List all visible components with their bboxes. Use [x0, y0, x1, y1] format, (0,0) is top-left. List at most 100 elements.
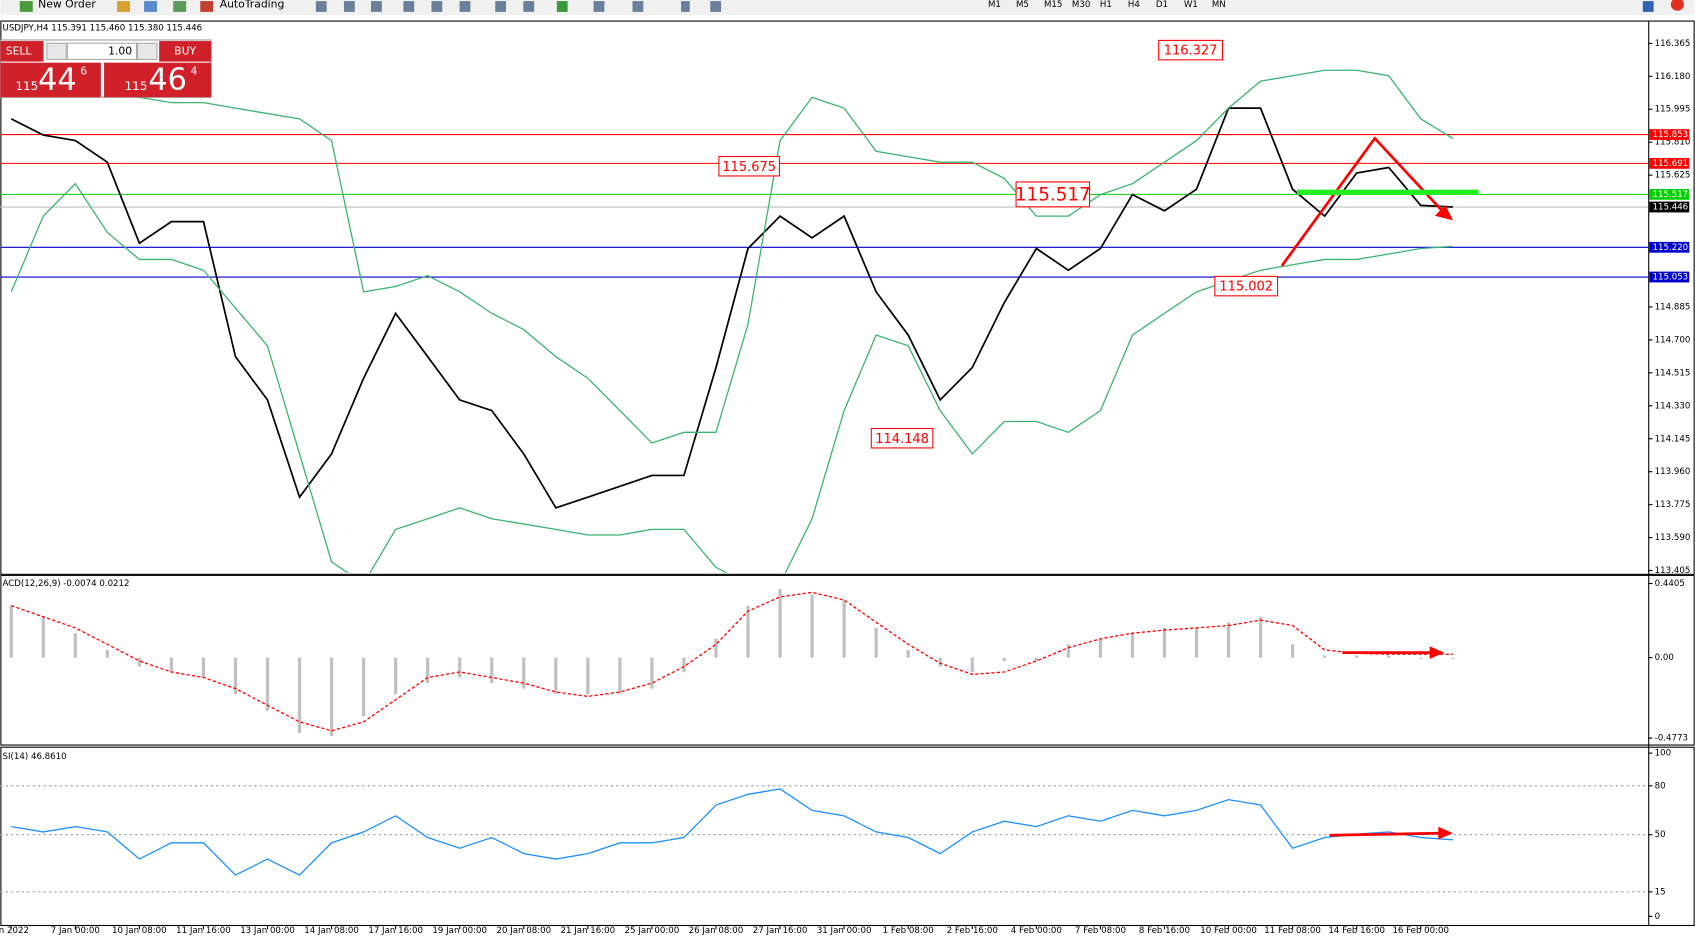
series-line [11, 64, 1454, 444]
histogram-bar [906, 649, 910, 658]
toolbar-icon[interactable] [593, 1, 605, 12]
sell-button[interactable] [0, 41, 44, 62]
price-label-box [870, 427, 934, 449]
toolbar-icon[interactable] [144, 1, 158, 12]
histogram-bar [233, 657, 238, 695]
x-tick-label: 20 Jan 08:00 [496, 926, 551, 936]
timeframe-button[interactable]: M30 [1072, 0, 1090, 10]
x-tick-label: 25 Jan 00:00 [625, 926, 680, 936]
histogram-bar [426, 657, 430, 684]
macd-plot [9, 589, 1455, 737]
rsi-plot [0, 785, 1649, 893]
price-label-box [1015, 181, 1091, 208]
sell-label[interactable]: SELL [6, 44, 32, 57]
autotrading-button[interactable]: AutoTrading [220, 0, 285, 10]
x-tick-label: 14 Jan 08:00 [304, 926, 359, 936]
y-tick-label: 15 [1655, 887, 1666, 897]
toolbar-icon[interactable] [315, 1, 327, 12]
y-tick-label: 0 [1655, 912, 1661, 922]
timeframe-button[interactable]: W1 [1184, 0, 1198, 10]
search-icon[interactable] [1642, 1, 1654, 12]
toolbar-icon[interactable] [431, 1, 443, 12]
histogram-bar [682, 657, 686, 672]
lot-value[interactable]: 1.00 [108, 44, 132, 57]
toolbar-icon[interactable] [459, 1, 471, 12]
timeframe-button[interactable]: M5 [1016, 0, 1029, 10]
lot-field[interactable] [66, 42, 138, 60]
y-tick-label: 115.625 [1655, 171, 1691, 181]
price-tag-label: 115.517 [1653, 190, 1689, 200]
x-tick-label: 31 Jan 00:00 [817, 926, 872, 936]
ask-price-box[interactable] [104, 62, 212, 98]
y-tick-label: 50 [1655, 830, 1666, 840]
timeframe-button[interactable]: M1 [988, 0, 1001, 10]
bid-pips: 44 [38, 63, 77, 98]
x-tick-label: 26 Jan 08:00 [689, 926, 744, 936]
bid-price-box[interactable] [0, 62, 101, 98]
lot-down[interactable] [46, 42, 67, 60]
y-tick-label: -0.4773 [1655, 734, 1688, 744]
x-tick-label: 21 Jan 16:00 [561, 926, 616, 936]
y-tick-label: 115.995 [1655, 105, 1691, 115]
x-tick-label: 10 Feb 00:00 [1200, 926, 1257, 936]
trend-arrow [1280, 136, 1448, 267]
y-tick-label: 115.810 [1655, 138, 1691, 148]
series-line [10, 182, 1453, 573]
timeframe-button[interactable]: D1 [1156, 0, 1168, 10]
new-order-icon[interactable] [19, 1, 33, 12]
timeframe-button[interactable]: H1 [1100, 0, 1112, 10]
toolbar-icon[interactable] [556, 1, 568, 12]
toolbar-icon[interactable] [370, 1, 382, 12]
histogram-bar [1226, 622, 1231, 658]
histogram-bar [618, 657, 622, 695]
timeframe-button[interactable]: M15 [1044, 0, 1062, 10]
y-tick-label: 114.330 [1655, 401, 1691, 411]
price-label-box [718, 155, 780, 177]
y-tick-label: 114.145 [1655, 434, 1691, 444]
histogram-bar [778, 589, 782, 658]
rsi-arrow [1329, 831, 1444, 837]
histogram-bar [105, 649, 109, 658]
buy-button[interactable] [159, 41, 212, 62]
price-tag [1649, 241, 1690, 253]
y-tick-label: 114.700 [1655, 335, 1691, 345]
x-tick-label: 7 Jan 00:00 [51, 926, 100, 936]
toolbar-icon[interactable] [681, 1, 690, 12]
toolbar-icon[interactable] [632, 1, 644, 12]
histogram-bar [73, 633, 77, 658]
x-tick-label: 10 Jan 08:00 [112, 926, 167, 936]
toolbar-icon[interactable] [523, 1, 535, 12]
toolbar-icon[interactable] [343, 1, 355, 12]
price-tag [1649, 129, 1690, 140]
toolbar-icon[interactable] [403, 1, 415, 12]
y-tick-label: 100 [1655, 749, 1671, 759]
y-tick-label: 0.4405 [1655, 579, 1685, 589]
histogram-bar [970, 657, 974, 672]
lot-up[interactable] [137, 42, 158, 60]
histogram-bar [842, 600, 846, 658]
toolbar-icon[interactable] [117, 1, 131, 12]
price-tag-label: 115.691 [1653, 159, 1689, 169]
timeframe-button[interactable]: H4 [1128, 0, 1140, 10]
histogram-bar [394, 657, 398, 695]
indicator-title: SI(14) 46.8610 [3, 752, 67, 762]
new-order-button[interactable]: New Order [38, 0, 96, 10]
toolbar-icon[interactable] [173, 1, 187, 12]
histogram-bar [1194, 627, 1199, 658]
price-tag [1649, 271, 1690, 283]
toolbar-icon[interactable] [710, 1, 722, 12]
price-tag-label: 115.853 [1653, 130, 1689, 140]
arrow-head [1429, 646, 1445, 660]
indicator-title: USDJPY,H4 115.391 115.460 115.380 115.44… [3, 24, 203, 34]
histogram-bar [1258, 616, 1263, 658]
autotrading-icon[interactable] [200, 1, 214, 12]
timeframe-button[interactable]: MN [1212, 0, 1226, 10]
notification-icon[interactable] [1670, 0, 1684, 11]
bid-point: 6 [80, 64, 87, 77]
main-plot [0, 64, 1649, 573]
histogram-bar [9, 605, 13, 658]
drawn-arrows [1280, 136, 1453, 840]
toolbar-icon[interactable] [495, 1, 507, 12]
buy-label[interactable]: BUY [174, 44, 196, 57]
histogram-bar [938, 657, 942, 667]
